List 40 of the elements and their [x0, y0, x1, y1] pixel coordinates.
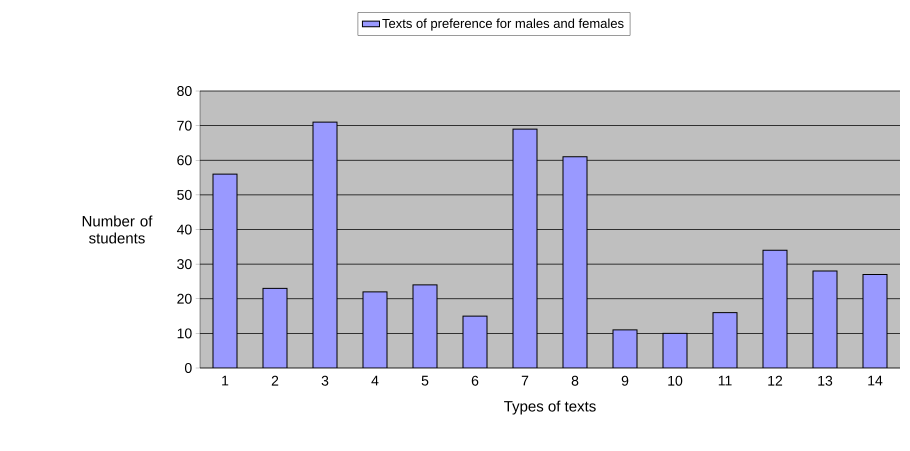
x-tick-label: 2 [272, 376, 278, 386]
y-axis-title: Number of students [82, 216, 152, 244]
bar [212, 174, 238, 368]
x-tick-label: 8 [572, 376, 578, 386]
x-tick-label: 3 [322, 376, 328, 386]
x-tick-label: 11 [718, 376, 732, 386]
bar [762, 250, 788, 368]
x-tick-label: 1 [222, 376, 228, 386]
y-tick-label: 30 [177, 259, 192, 270]
bar [512, 128, 538, 368]
x-tick-label: 12 [768, 376, 782, 386]
x-tick-label: 6 [472, 376, 478, 386]
y-tick-label: 70 [177, 120, 192, 131]
bar [812, 270, 838, 368]
y-tick-label: 10 [178, 328, 192, 338]
bar [462, 316, 488, 368]
x-tick-label: 9 [622, 376, 628, 386]
x-tick-label: 7 [522, 376, 528, 386]
y-tick-label: 50 [177, 190, 192, 200]
bar [412, 284, 438, 368]
bar [712, 312, 738, 368]
legend-label: Texts of preference for males and females [382, 18, 624, 31]
bar [862, 274, 888, 368]
x-tick-label: 14 [868, 376, 882, 386]
bar [362, 291, 388, 368]
bar [562, 156, 588, 368]
x-tick-label: 10 [668, 376, 682, 386]
bar [662, 332, 688, 368]
y-tick-label: 0 [184, 363, 192, 373]
bar [262, 288, 288, 368]
x-tick-label: 5 [422, 376, 428, 386]
x-tick-label: 4 [371, 376, 378, 386]
y-tick-label: 20 [177, 294, 192, 304]
bar [312, 122, 338, 368]
x-axis-title: Types of texts [504, 400, 596, 415]
y-tick-label: 40 [176, 224, 192, 234]
y-tick-label: 80 [177, 86, 192, 96]
y-tick-label: 60 [177, 155, 192, 166]
bar [612, 329, 638, 368]
x-tick-label: 13 [818, 376, 832, 386]
